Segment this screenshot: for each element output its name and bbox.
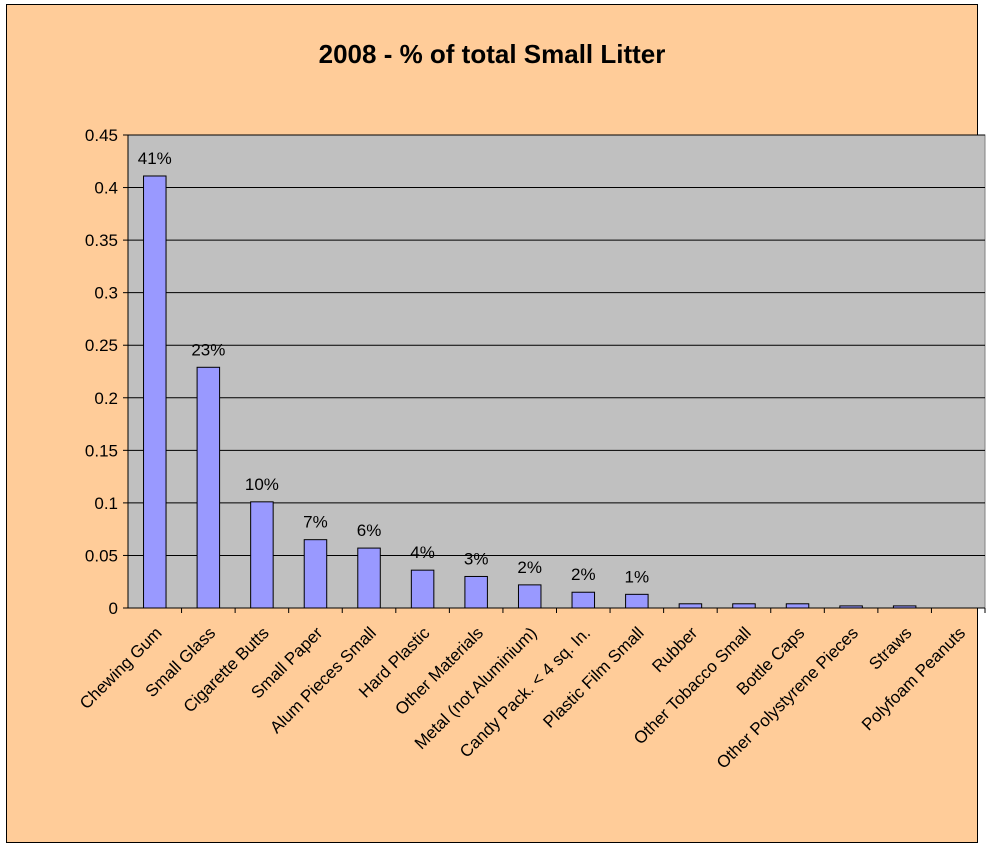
bar (625, 593, 649, 609)
y-tick-label: 0.15 (85, 441, 118, 460)
y-tick-label: 0.25 (85, 336, 118, 355)
data-label: 41% (138, 149, 172, 168)
data-label: 7% (303, 513, 328, 532)
y-tick-label: 0 (109, 599, 118, 618)
bar (410, 569, 435, 609)
bar (250, 501, 274, 609)
bar (464, 575, 488, 609)
y-tick-label: 0.2 (94, 389, 118, 408)
bar (839, 605, 863, 609)
y-tick-label: 0.1 (94, 494, 118, 513)
data-label: 23% (191, 340, 225, 359)
bar (571, 591, 596, 609)
bar (892, 605, 917, 609)
data-label: 10% (245, 475, 279, 494)
x-tick-label: Plastic Film Small (539, 623, 647, 731)
x-tick-label: Chewing Gum (76, 623, 166, 713)
data-label: 1% (625, 567, 650, 586)
y-tick-label: 0.3 (94, 284, 118, 303)
data-label: 2% (571, 565, 596, 584)
y-tick-label: 0.4 (94, 179, 118, 198)
bar (357, 547, 381, 609)
bar (517, 584, 542, 609)
x-tick-label: Straws (865, 623, 915, 673)
data-label: 4% (410, 543, 435, 562)
bar (143, 175, 167, 609)
y-tick-label: 0.05 (85, 546, 118, 565)
bar (678, 603, 703, 609)
x-tick-label: Polyfoam Peanuts (858, 623, 969, 734)
y-tick-label: 0.35 (85, 231, 118, 250)
bar (732, 603, 756, 609)
y-tick-label: 0.45 (85, 126, 118, 145)
data-label: 3% (464, 549, 489, 568)
data-label: 2% (517, 558, 542, 577)
data-label: 6% (357, 521, 382, 540)
bar (196, 366, 221, 609)
bar (303, 539, 328, 609)
chart-title: 2008 - % of total Small Litter (318, 39, 666, 69)
x-tick-label: Rubber (648, 623, 701, 676)
bar (785, 603, 810, 609)
